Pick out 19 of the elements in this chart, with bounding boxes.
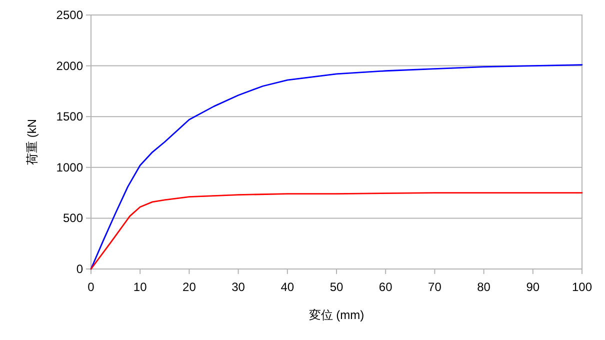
x-tick-label: 10 bbox=[133, 280, 148, 294]
y-tick-label: 500 bbox=[62, 211, 84, 226]
y-tick-label: 2000 bbox=[56, 58, 84, 73]
x-tick-label: 100 bbox=[572, 280, 592, 294]
y-tick-label: 1000 bbox=[56, 160, 84, 174]
x-tick-label: 70 bbox=[428, 280, 442, 294]
x-tick-label: 80 bbox=[477, 280, 491, 294]
y-tick-label: 1500 bbox=[56, 110, 84, 124]
x-tick-label: 60 bbox=[378, 280, 393, 294]
y-tick-label: 0 bbox=[76, 262, 84, 276]
x-tick-label: 40 bbox=[280, 280, 294, 294]
y-axis-title: 荷重 (kN bbox=[25, 119, 39, 165]
x-tick-label: 20 bbox=[182, 280, 196, 294]
x-axis-title: 変位 (mm) bbox=[308, 308, 364, 322]
x-tick-label: 0 bbox=[88, 280, 95, 294]
y-tick-label: 2500 bbox=[56, 8, 84, 22]
x-tick-label: 90 bbox=[526, 280, 540, 294]
x-tick-label: 50 bbox=[330, 280, 344, 294]
x-tick-label: 30 bbox=[232, 280, 246, 294]
